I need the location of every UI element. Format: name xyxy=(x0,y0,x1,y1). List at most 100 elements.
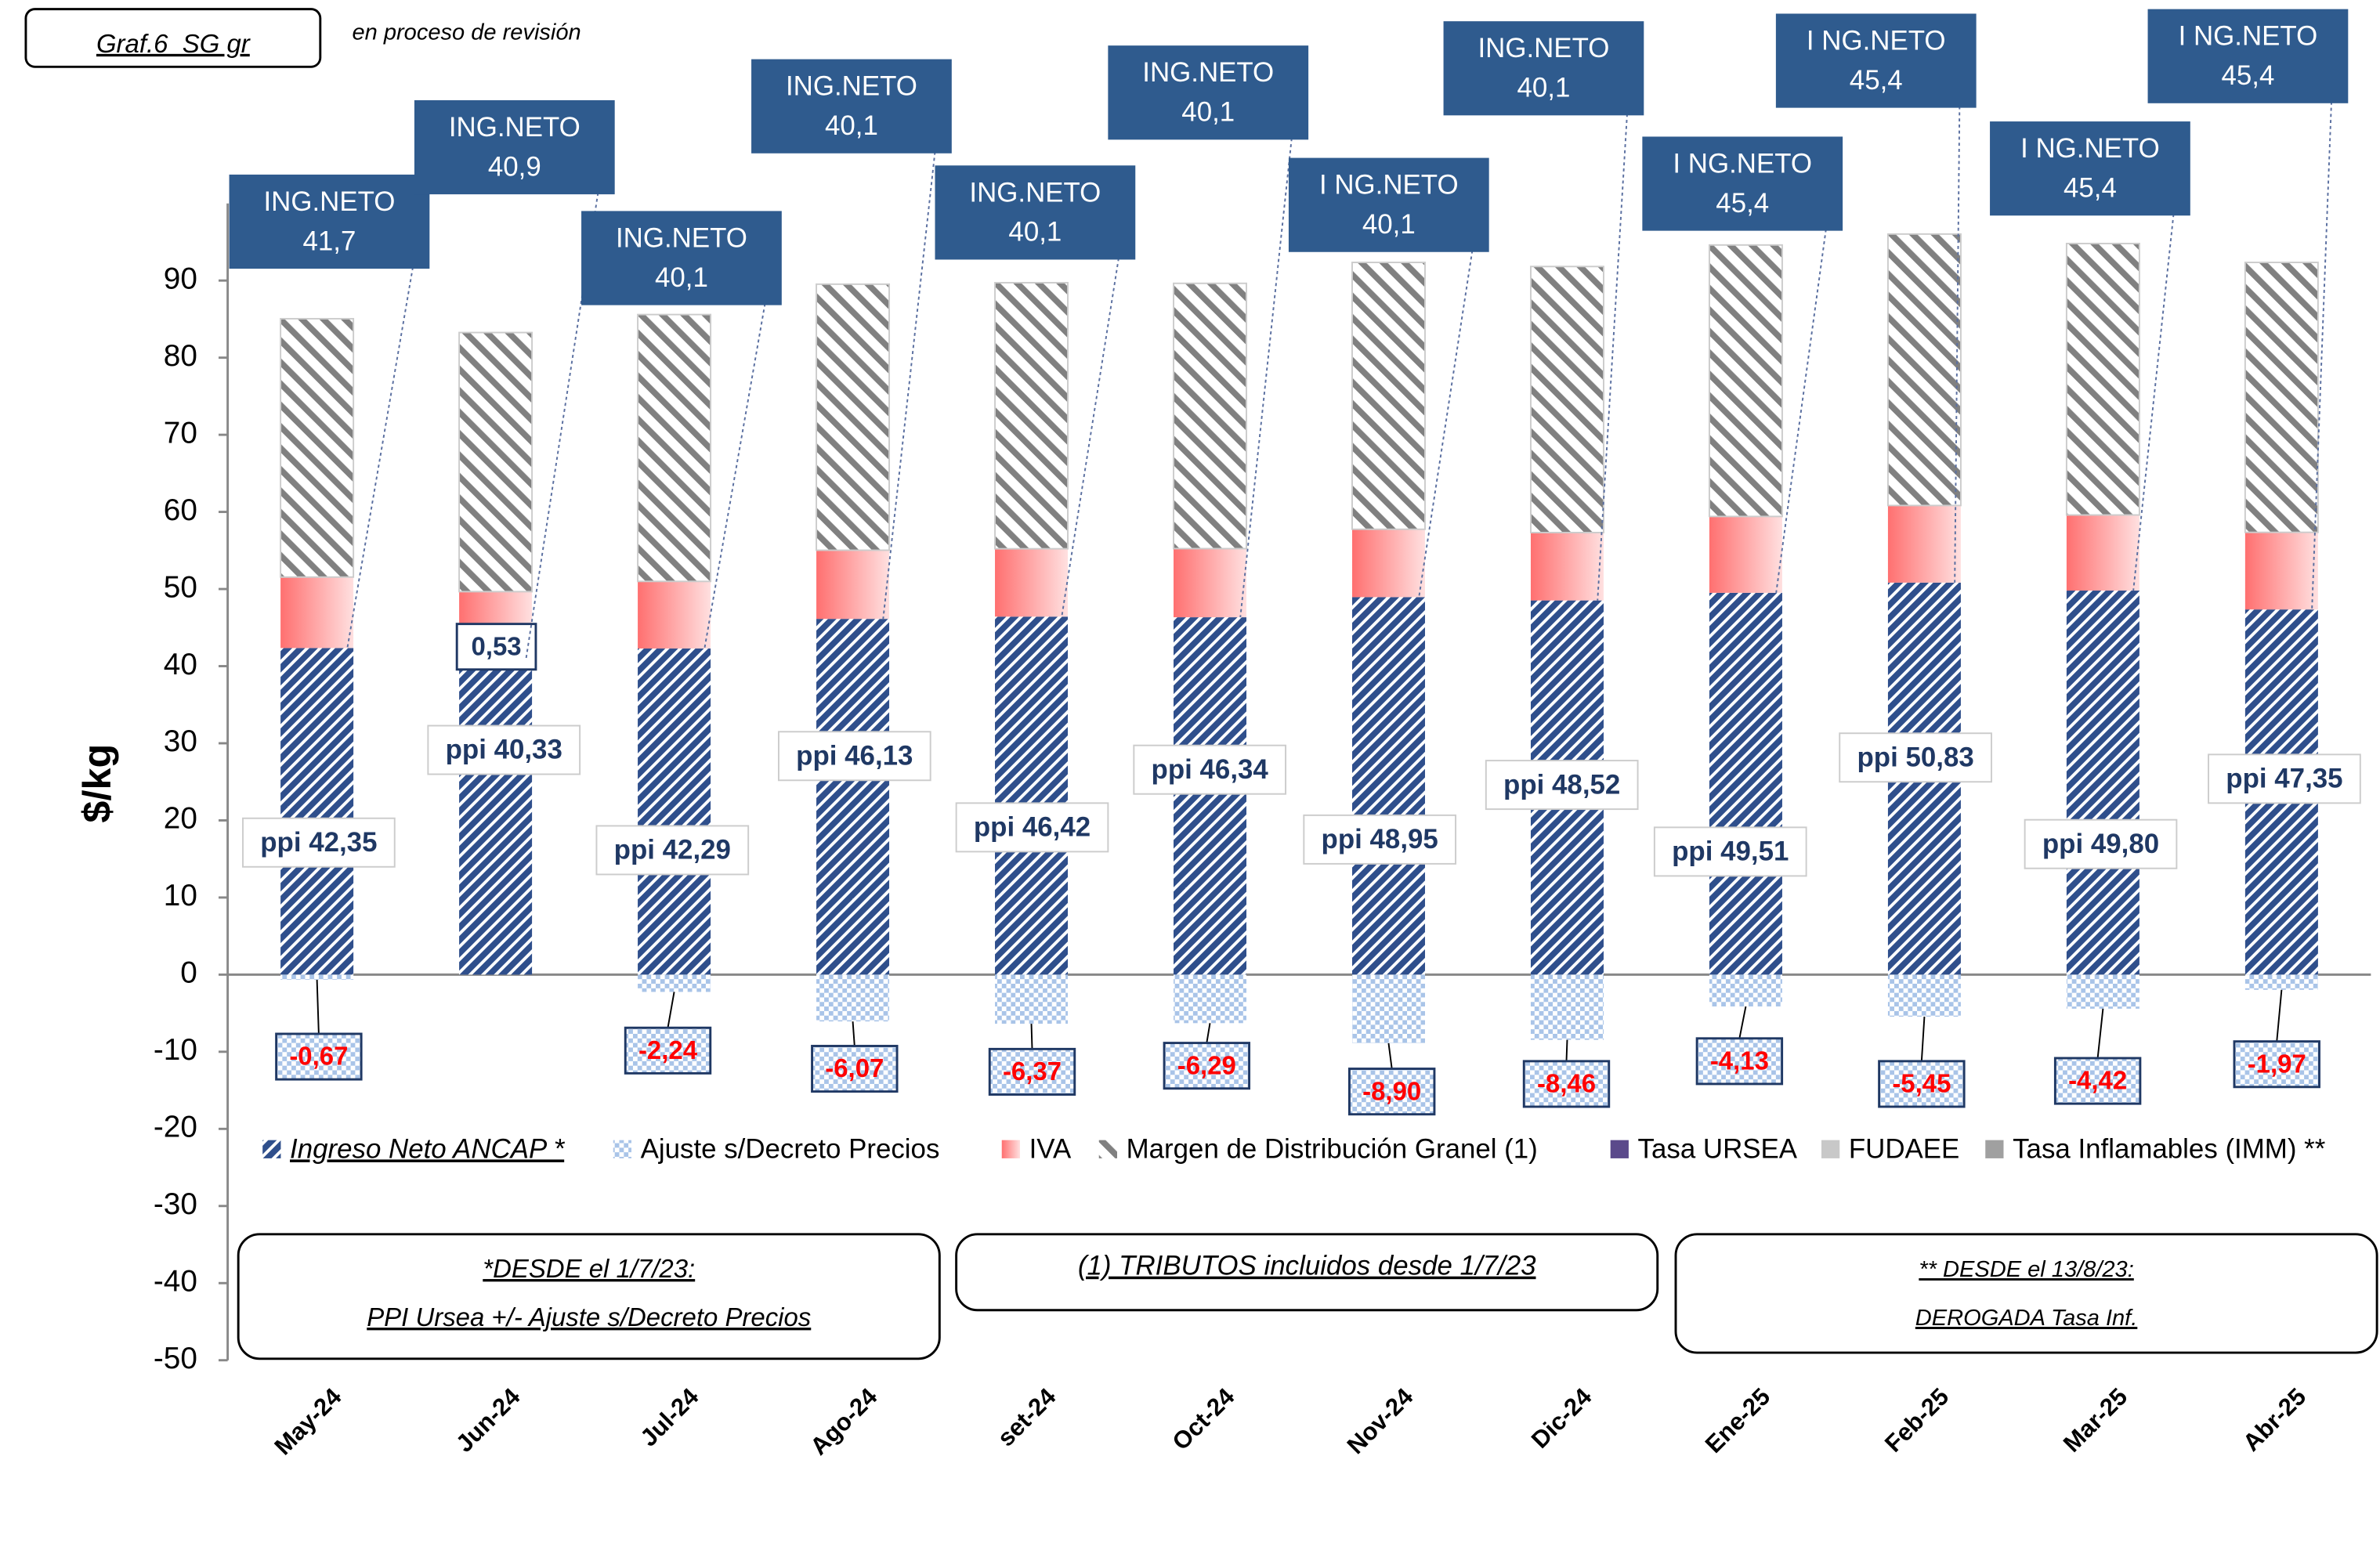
label-box xyxy=(988,1047,1076,1096)
bar-segment xyxy=(2244,532,2318,610)
annotation-value: 40,1 xyxy=(1008,217,1062,247)
leader-line xyxy=(1239,138,1293,618)
x-tick-label: set-24 xyxy=(992,1382,1062,1452)
bar-segment xyxy=(816,974,890,1022)
annotation-title: ING.NETO xyxy=(616,222,747,253)
label-box xyxy=(1485,760,1639,811)
legend-label: Ajuste s/Decreto Precios xyxy=(641,1133,940,1164)
bar-segment xyxy=(2066,515,2139,591)
data-label: ppi 50,83 xyxy=(1857,742,1974,772)
annotation-box xyxy=(1642,136,1843,231)
data-label: -0,67 xyxy=(289,1042,348,1071)
annotation-title: I NG.NETO xyxy=(2179,21,2318,52)
bar-segment xyxy=(816,550,890,620)
legend-swatch xyxy=(1098,1140,1117,1158)
label-box xyxy=(427,724,581,775)
note-text: *DESDE el 1/7/23: xyxy=(483,1254,695,1283)
label-box xyxy=(811,1045,899,1093)
legend-swatch xyxy=(1610,1140,1629,1158)
x-tick-label: Oct-24 xyxy=(1166,1382,1239,1456)
bar-segment xyxy=(1351,262,1426,530)
y-tick-label: 40 xyxy=(164,648,197,681)
bar-segment xyxy=(2065,242,2140,516)
leader-line xyxy=(882,151,936,620)
note-box xyxy=(237,1233,941,1360)
bar-segment xyxy=(280,317,355,578)
annotation-value: 40,1 xyxy=(1181,97,1235,128)
bar-segment xyxy=(1174,617,1247,975)
label-box xyxy=(955,802,1109,853)
annotation-box xyxy=(1990,121,2190,216)
leader-line xyxy=(1061,258,1119,617)
annotation-box xyxy=(581,211,782,305)
legend-label: Tasa Inflamables (IMM) ** xyxy=(2013,1133,2326,1164)
y-tick-label: 10 xyxy=(164,879,197,912)
leader-line xyxy=(1206,1023,1211,1043)
y-tick-label: -10 xyxy=(154,1033,197,1067)
label-box xyxy=(624,1026,712,1075)
label-box xyxy=(595,825,750,876)
y-tick-label: -30 xyxy=(154,1187,197,1221)
bar-segment xyxy=(1530,974,1604,1040)
annotation-value: 40,9 xyxy=(488,151,541,182)
legend-label: Tasa URSEA xyxy=(1638,1133,1798,1164)
annotation-title: ING.NETO xyxy=(786,71,917,102)
legend-label: Margen de Distribución Granel (1) xyxy=(1127,1133,1538,1164)
y-tick-label: 90 xyxy=(164,262,197,295)
y-tick-label: 0 xyxy=(180,956,197,990)
data-label: -4,13 xyxy=(1710,1046,1769,1075)
label-box xyxy=(2053,1057,2142,1105)
bar-segment xyxy=(1351,974,1425,1044)
note-text: ** DESDE el 13/8/23: xyxy=(1919,1257,2133,1282)
annotation-title: I NG.NETO xyxy=(1319,170,1459,201)
annotation-box xyxy=(935,165,1136,260)
leader-line xyxy=(667,992,675,1028)
x-tick-label: Ago-24 xyxy=(805,1382,883,1461)
bar-segment xyxy=(1709,516,1782,593)
annotation-value: 40,1 xyxy=(1517,73,1570,103)
note-text: (1) TRIBUTOS incluidos desde 1/7/23 xyxy=(1078,1251,1536,1281)
bar-segment xyxy=(1174,974,1247,1024)
bar-segment xyxy=(994,281,1069,550)
data-label: ppi 46,13 xyxy=(796,740,913,771)
bar-segment xyxy=(1709,974,1782,1007)
label-box xyxy=(1522,1060,1611,1108)
bar-segment xyxy=(816,283,891,551)
bar-segment xyxy=(638,648,711,975)
bar-segment xyxy=(1708,244,1783,518)
annotation-value: 40,1 xyxy=(655,262,708,293)
x-tick-label: Mar-25 xyxy=(2058,1382,2132,1457)
data-label: ppi 40,33 xyxy=(446,735,562,765)
bar-segment xyxy=(638,974,711,992)
note-text: PPI Ursea +/- Ajuste s/Decreto Precios xyxy=(367,1303,811,1331)
y-tick-label: 30 xyxy=(164,724,197,758)
bar-segment xyxy=(1174,548,1247,618)
bar-segment xyxy=(995,616,1069,975)
bar-segment xyxy=(459,663,533,975)
leader-line xyxy=(346,266,414,649)
data-label: ppi 42,29 xyxy=(614,835,731,865)
y-tick-label: 60 xyxy=(164,493,197,527)
annotation-value: 45,4 xyxy=(1850,65,1903,96)
data-label: ppi 48,52 xyxy=(1503,769,1620,800)
x-tick-label: Ene-25 xyxy=(1700,1382,1776,1458)
annotation-box xyxy=(1288,157,1489,252)
label-box xyxy=(2024,818,2178,869)
annotation-box xyxy=(1443,21,1644,116)
y-tick-label: -20 xyxy=(154,1111,197,1144)
bar-segment xyxy=(638,581,711,649)
annotation-box xyxy=(2147,9,2349,103)
x-tick-label: Abr-25 xyxy=(2237,1382,2311,1456)
x-tick-label: Nov-24 xyxy=(1342,1382,1419,1459)
x-tick-label: May-24 xyxy=(269,1382,347,1461)
annotation-value: 41,7 xyxy=(302,226,356,256)
annotation-title: ING.NETO xyxy=(449,112,581,143)
legend-label: Ingreso Neto ANCAP * xyxy=(290,1133,566,1164)
annotation-value: 45,4 xyxy=(2221,60,2274,91)
leader-line xyxy=(704,303,766,649)
leader-line xyxy=(1565,1039,1568,1061)
label-box xyxy=(1303,814,1457,865)
legend-swatch xyxy=(613,1140,631,1158)
label-box xyxy=(455,623,537,671)
data-label: -8,46 xyxy=(1537,1069,1596,1098)
